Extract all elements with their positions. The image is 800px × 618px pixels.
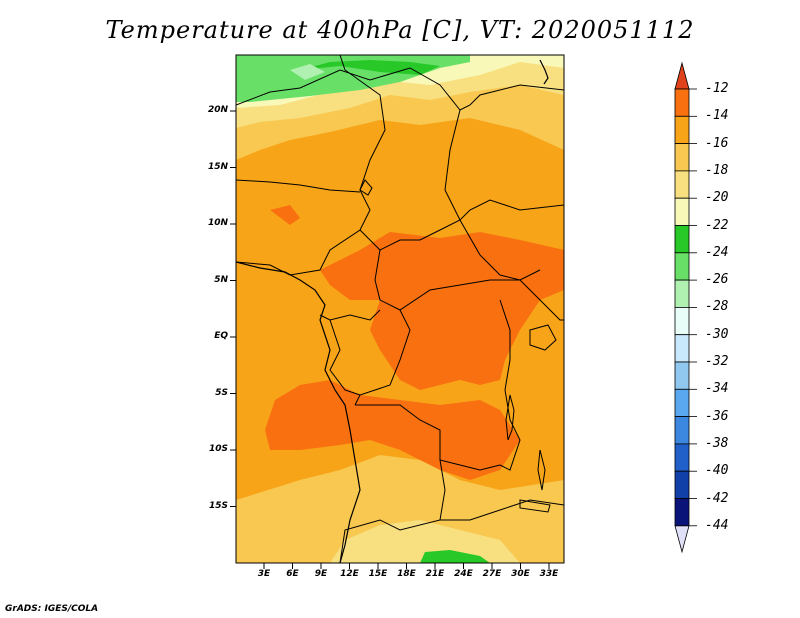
latitude-label: 20N — [207, 105, 228, 115]
colorbar-label: -16 — [705, 135, 729, 151]
longitude-label: 18E — [397, 569, 416, 579]
lake-victoria — [529, 324, 557, 351]
colorbar-label: -30 — [705, 326, 729, 342]
latitude-label: 5N — [214, 274, 228, 285]
colorbar-label: -32 — [705, 354, 729, 369]
colorbar-swatch — [674, 361, 690, 390]
colorbar-swatch — [674, 498, 690, 527]
colorbar-top-arrow — [674, 61, 690, 90]
field-minus14-central — [320, 232, 564, 390]
field-minus14-southwest — [265, 380, 520, 480]
field-minus24-south — [420, 550, 490, 563]
colorbar-label: -12 — [705, 81, 729, 96]
border-north — [236, 67, 564, 111]
colorbar — [674, 61, 697, 554]
border-gabon — [319, 309, 381, 321]
red-sea-coast — [539, 59, 549, 85]
latitude-label: 5S — [215, 387, 228, 398]
colorbar-swatch — [674, 443, 690, 472]
longitude-label: 15E — [368, 569, 388, 579]
colorbar-label: -20 — [705, 190, 729, 206]
latitude-ticks — [230, 110, 236, 507]
colorbar-label: -38 — [705, 435, 729, 451]
colorbar-label: -18 — [705, 162, 729, 178]
colorbar-swatch — [674, 388, 690, 417]
lake-chad — [359, 179, 373, 196]
colorbar-label: -36 — [705, 408, 729, 424]
lake-tanganyika — [505, 394, 515, 441]
longitude-label: 30E — [511, 569, 530, 579]
colorbar-swatch — [674, 470, 690, 499]
longitude-label: 27E — [482, 569, 502, 579]
border-sudan-south — [444, 109, 541, 281]
longitude-label: 24E — [454, 569, 473, 579]
lake-malawi — [537, 449, 546, 491]
latitude-label: 15S — [208, 500, 228, 511]
latitude-label: 10S — [208, 444, 228, 454]
longitude-label: 9E — [314, 569, 328, 579]
field-minus20-south — [330, 520, 520, 563]
longitude-label: 3E — [257, 569, 271, 579]
border-nigeria-north — [236, 179, 361, 193]
border-drc-east — [499, 299, 521, 471]
border-car-sudan — [359, 199, 564, 251]
border-zambia-south — [440, 499, 564, 521]
colorbar-swatch — [674, 252, 690, 281]
temperature-field — [236, 55, 564, 563]
colorbar-label: -26 — [705, 272, 729, 288]
colorbar-swatch — [674, 416, 690, 445]
longitude-ticks — [263, 563, 550, 569]
west-coast — [236, 261, 361, 563]
map-frame — [235, 54, 565, 564]
latitude-label: 15N — [207, 161, 228, 172]
colorbar-label: -40 — [705, 463, 729, 479]
longitude-label: 21E — [425, 569, 445, 579]
footer-credit: GrADS: IGES/COLA — [5, 604, 99, 614]
colorbar-swatch — [674, 225, 690, 254]
colorbar-bottom-arrow — [674, 525, 690, 554]
country-borders — [236, 55, 564, 563]
colorbar-label: -28 — [705, 299, 729, 315]
colorbar-swatch — [674, 115, 690, 145]
border-kenya — [519, 279, 564, 321]
field-minus14-west-spot — [270, 205, 300, 225]
field-minus28-spot — [290, 64, 325, 80]
colorbar-swatch — [674, 170, 690, 199]
colorbar-label: -14 — [705, 108, 729, 124]
border-angola-drc — [355, 404, 501, 471]
colorbar-swatch — [674, 197, 690, 226]
lake-kariba — [519, 499, 551, 513]
border-angola-namibia — [339, 459, 446, 563]
longitude-label: 6E — [286, 569, 299, 579]
border-congo-drc — [354, 309, 411, 406]
colorbar-label: -24 — [705, 244, 729, 260]
lakes — [359, 179, 557, 513]
coastline — [236, 59, 549, 563]
colorbar-label: -34 — [705, 381, 729, 397]
latitude-label: 10N — [207, 218, 228, 228]
colorbar-swatch — [674, 88, 690, 117]
latitude-label: EQ — [214, 331, 228, 341]
colorbar-swatch — [674, 334, 690, 363]
map-title: Temperature at 400hPa [C], VT: 202005111… — [105, 16, 695, 44]
colorbar-label: -22 — [705, 217, 729, 233]
longitude-label: 33E — [539, 569, 559, 579]
colorbar-label: -44 — [705, 517, 729, 533]
colorbar-swatch — [674, 306, 690, 336]
border-congo-gabon — [329, 319, 361, 396]
colorbar-swatch — [674, 143, 690, 172]
border-car-congo — [374, 249, 520, 311]
colorbar-label: -42 — [705, 490, 729, 506]
field-minus24-north — [300, 60, 440, 75]
colorbar-swatch — [674, 279, 690, 308]
longitude-label: 12E — [340, 569, 359, 579]
